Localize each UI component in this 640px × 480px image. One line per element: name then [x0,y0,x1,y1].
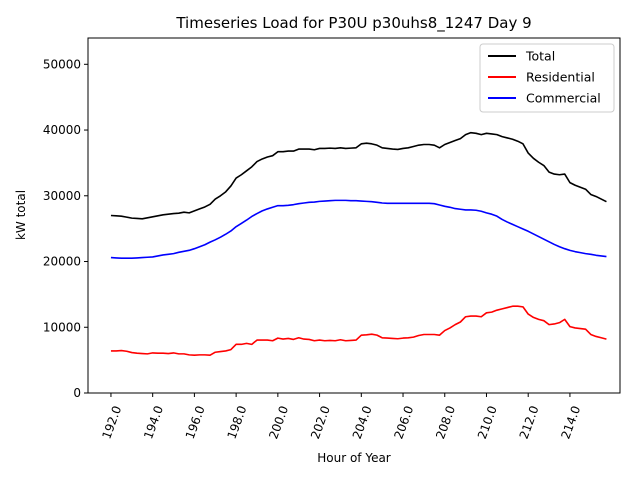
plot-frame [87,37,621,394]
x-tick-label: 200.0 [266,404,291,441]
legend: Total Residential Commercial [479,43,615,113]
y-axis-label: kW total [14,190,28,240]
legend-box [479,43,615,113]
y-tick-label: 50000 [43,57,81,71]
series-line-commercial [110,199,607,260]
x-tick-label: 202.0 [308,404,333,441]
series-line-residential [110,305,607,356]
legend-label-total: Total [525,49,555,64]
x-tick-label: 206.0 [391,404,416,441]
y-tick-label: 40000 [43,123,81,137]
y-tick-label: 30000 [43,189,81,203]
legend-label-commercial: Commercial [526,91,601,106]
y-tick-label: 0 [73,386,81,400]
legend-label-residential: Residential [526,70,595,85]
x-tick-label: 196.0 [183,404,208,441]
x-tick-label: 194.0 [141,404,166,441]
y-tick-label: 10000 [43,320,81,334]
x-tick-label: 208.0 [433,404,458,441]
series-line-total [110,131,607,220]
x-tick-label: 212.0 [517,404,542,441]
x-tick-label: 214.0 [558,404,583,441]
x-tick-label: 198.0 [225,404,250,441]
y-tick-label: 20000 [43,255,81,269]
x-axis-label: Hour of Year [317,451,391,465]
x-tick-label: 192.0 [99,404,124,441]
x-tick-label: 210.0 [475,404,500,441]
chart-title: Timeseries Load for P30U p30uhs8_1247 Da… [175,14,531,33]
x-tick-label: 204.0 [350,404,375,441]
